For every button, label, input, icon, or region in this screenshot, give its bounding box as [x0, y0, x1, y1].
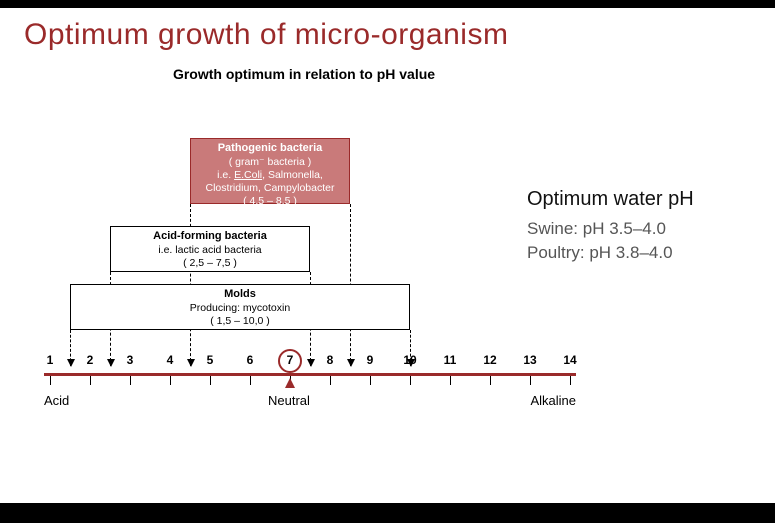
- band-acid_forming: Acid-forming bacteriai.e. lactic acid ba…: [110, 226, 310, 272]
- axis-tick: [490, 376, 491, 385]
- axis-tick-label: 1: [47, 353, 54, 367]
- axis-tick-label: 6: [247, 353, 254, 367]
- axis-tick: [530, 376, 531, 385]
- band-sub: ( gram⁻ bacteria ): [195, 156, 345, 169]
- axis-tick: [250, 376, 251, 385]
- axis-cap-acid: Acid: [44, 393, 69, 408]
- axis-tick-label: 14: [563, 353, 576, 367]
- axis-tick-label: 12: [483, 353, 496, 367]
- axis-tick-label: 5: [207, 353, 214, 367]
- side-heading: Optimum water pH: [527, 188, 747, 211]
- axis-tick: [130, 376, 131, 385]
- slide-subtitle: Growth optimum in relation to pH value: [24, 66, 584, 82]
- slide-title: Optimum growth of micro-organism: [0, 8, 775, 52]
- ph-chart: 1234567891011121314AcidNeutralAlkalinePa…: [40, 138, 720, 438]
- axis-line: [44, 373, 576, 376]
- axis-tick: [330, 376, 331, 385]
- axis-tick: [50, 376, 51, 385]
- axis-tick: [90, 376, 91, 385]
- band-title: Acid-forming bacteria: [115, 230, 305, 244]
- side-panel: Optimum water pH Swine: pH 3.5–4.0 Poult…: [527, 188, 747, 265]
- neutral-circle: [278, 349, 302, 373]
- axis-tick-label: 4: [167, 353, 174, 367]
- band-pathogenic: Pathogenic bacteria( gram⁻ bacteria )i.e…: [190, 138, 350, 204]
- axis-tick: [410, 376, 411, 385]
- side-row-swine: Swine: pH 3.5–4.0: [527, 217, 747, 241]
- axis-tick-label: 2: [87, 353, 94, 367]
- slide: Optimum growth of micro-organism Growth …: [0, 0, 775, 523]
- axis-tick: [170, 376, 171, 385]
- axis-tick-label: 9: [367, 353, 374, 367]
- axis-tick-label: 13: [523, 353, 536, 367]
- band-sub: i.e. E.Coli, Salmonella,: [195, 169, 345, 182]
- axis-tick: [570, 376, 571, 385]
- band-sub: Producing: mycotoxin: [75, 302, 405, 315]
- side-row-poultry: Poultry: pH 3.8–4.0: [527, 241, 747, 265]
- axis-tick-label: 8: [327, 353, 334, 367]
- neutral-arrow-icon: [285, 378, 295, 388]
- band-drop-line: [410, 330, 411, 366]
- band-title: Molds: [75, 288, 405, 302]
- band-range: ( 4,5 – 8,5 ): [195, 195, 345, 208]
- axis-tick: [210, 376, 211, 385]
- band-sub: i.e. lactic acid bacteria: [115, 244, 305, 257]
- band-range: ( 2,5 – 7,5 ): [115, 257, 305, 270]
- band-range: ( 1,5 – 10,0 ): [75, 315, 405, 328]
- axis-cap-neutral: Neutral: [268, 393, 310, 408]
- band-title: Pathogenic bacteria: [195, 142, 345, 156]
- axis-tick: [450, 376, 451, 385]
- axis-tick: [370, 376, 371, 385]
- axis-tick-label: 11: [444, 353, 457, 367]
- axis-cap-alkaline: Alkaline: [530, 393, 576, 408]
- band-drop-line: [70, 330, 71, 366]
- band-molds: MoldsProducing: mycotoxin( 1,5 – 10,0 ): [70, 284, 410, 330]
- axis-tick-label: 3: [127, 353, 134, 367]
- band-sub: Clostridium, Campylobacter: [195, 182, 345, 195]
